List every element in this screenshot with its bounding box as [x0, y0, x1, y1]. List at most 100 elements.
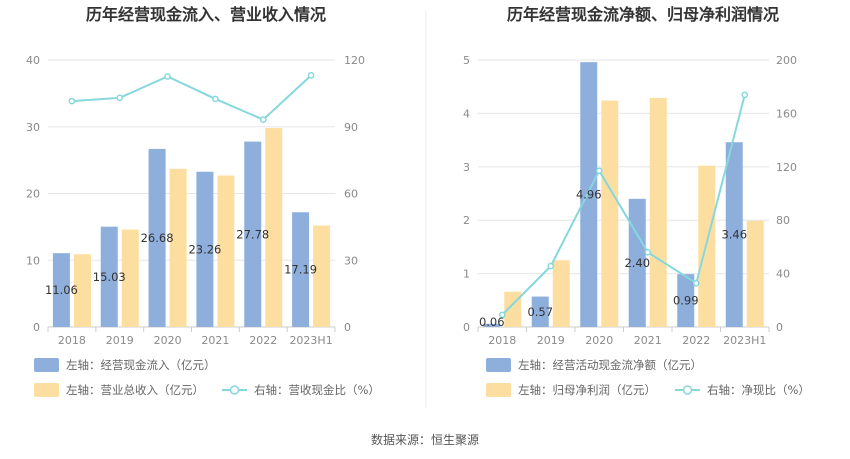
line-point [259, 116, 267, 123]
data-label: 0.99 [673, 294, 699, 308]
x-tick-label: 2022 [249, 334, 277, 347]
y-left-tick: 10 [26, 254, 40, 267]
y-left-tick: 40 [26, 54, 40, 67]
bar-series1 [196, 171, 214, 327]
data-label: 23.26 [188, 242, 221, 256]
x-tick-label: 2021 [634, 334, 662, 347]
data-label: 15.03 [93, 270, 126, 284]
bar-series2 [169, 168, 187, 327]
line-point [595, 167, 603, 175]
y-right-tick: 30 [344, 254, 358, 267]
bar-series1 [52, 253, 70, 327]
x-tick-label: 2023H1 [289, 334, 332, 347]
y-right-tick: 0 [344, 321, 351, 334]
x-tick-label: 2020 [154, 334, 182, 347]
line-point [692, 279, 700, 287]
legend-label: 左轴：营业总收入（亿元） [66, 383, 204, 397]
legend-label: 左轴：归母净利润（亿元） [518, 383, 656, 397]
x-tick-label: 2020 [585, 334, 613, 347]
y-left-tick: 5 [463, 54, 470, 67]
y-left-tick: 30 [26, 121, 40, 134]
y-right-tick: 0 [776, 321, 783, 334]
source-label: 数据来源：恒生聚源 [371, 432, 479, 447]
chart-title: 历年经营现金流入、营业收入情况 [86, 5, 326, 24]
legend-swatch [34, 358, 59, 372]
line-series [71, 74, 312, 121]
legend-marker [682, 385, 693, 395]
data-label: 3.46 [721, 228, 747, 242]
bar-series2 [121, 229, 139, 327]
line-point [68, 97, 76, 105]
x-tick-label: 2018 [58, 334, 86, 347]
line-point [547, 262, 555, 270]
bar-series1 [100, 226, 118, 327]
bar-series1 [677, 274, 695, 327]
data-label: 27.78 [236, 227, 269, 241]
bar-series1 [531, 296, 549, 327]
y-left-tick: 3 [463, 161, 470, 174]
bar-series2 [265, 128, 283, 327]
y-right-tick: 160 [776, 107, 797, 120]
data-label: 0.06 [479, 315, 505, 329]
y-right-tick: 200 [776, 54, 797, 67]
line-point [644, 248, 652, 256]
legend-label: 右轴：净现比（%） [707, 383, 810, 397]
chart-2: 历年经营现金流净额、归母净利润情况 0 1 2 3 4 5 0 40 80 120 160 200 201… [463, 5, 810, 397]
bar-series2 [73, 254, 91, 327]
y-left-tick: 0 [33, 321, 40, 334]
bar-series1 [244, 141, 262, 327]
chart-title: 历年经营现金流净额、归母净利润情况 [507, 5, 779, 24]
legend-swatch [34, 383, 59, 397]
y-left-tick: 0 [463, 321, 470, 334]
bar-series2 [217, 175, 235, 327]
data-label: 11.06 [45, 283, 78, 297]
bar-series1 [148, 148, 166, 327]
y-right-tick: 120 [344, 54, 365, 67]
bar-series1 [725, 142, 743, 327]
line-point [498, 311, 506, 319]
y-left-tick: 4 [463, 107, 470, 120]
data-label: 26.68 [141, 231, 174, 245]
chart-1: 历年经营现金流入、营业收入情况 0 10 20 30 40 0 30 60 90 120 2018 20… [26, 5, 380, 397]
legend-swatch [486, 358, 511, 372]
bar-series2 [601, 100, 619, 327]
y-left-tick: 2 [463, 214, 470, 227]
bar-series2 [552, 260, 570, 327]
legend-swatch [486, 383, 511, 397]
bar-series2 [313, 225, 331, 327]
y-left-tick: 20 [26, 188, 40, 201]
y-right-tick: 120 [776, 161, 797, 174]
data-label: 4.96 [576, 188, 602, 202]
y-right-tick: 40 [776, 268, 790, 281]
line-point [164, 73, 171, 80]
y-right-tick: 80 [776, 214, 790, 227]
x-tick-label: 2021 [201, 334, 229, 347]
line-point [307, 72, 315, 79]
x-tick-label: 2022 [682, 334, 710, 347]
y-right-tick: 60 [344, 188, 358, 201]
line-point [116, 94, 124, 102]
data-label: 0.57 [527, 305, 553, 319]
line-point [741, 91, 749, 99]
y-left-tick: 1 [463, 268, 470, 281]
legend-label: 左轴：经营现金流入（亿元） [66, 358, 216, 372]
y-right-tick: 90 [344, 121, 358, 134]
data-label: 17.19 [284, 263, 317, 277]
legend-label: 右轴：营收现金比（%） [254, 383, 380, 397]
x-tick-label: 2019 [106, 334, 134, 347]
legend-marker [229, 385, 240, 395]
bar-series1 [628, 198, 646, 327]
bar-series2 [746, 220, 764, 327]
line-point [212, 95, 219, 103]
bar-series2 [649, 97, 667, 327]
data-label: 2.40 [624, 256, 650, 270]
bar-series1 [483, 323, 501, 327]
x-tick-label: 2018 [488, 334, 516, 347]
bar-series1 [292, 212, 310, 327]
line-series [501, 94, 746, 316]
x-tick-label: 2019 [537, 334, 565, 347]
x-tick-label: 2023H1 [723, 334, 766, 347]
bar-series1 [580, 62, 598, 328]
